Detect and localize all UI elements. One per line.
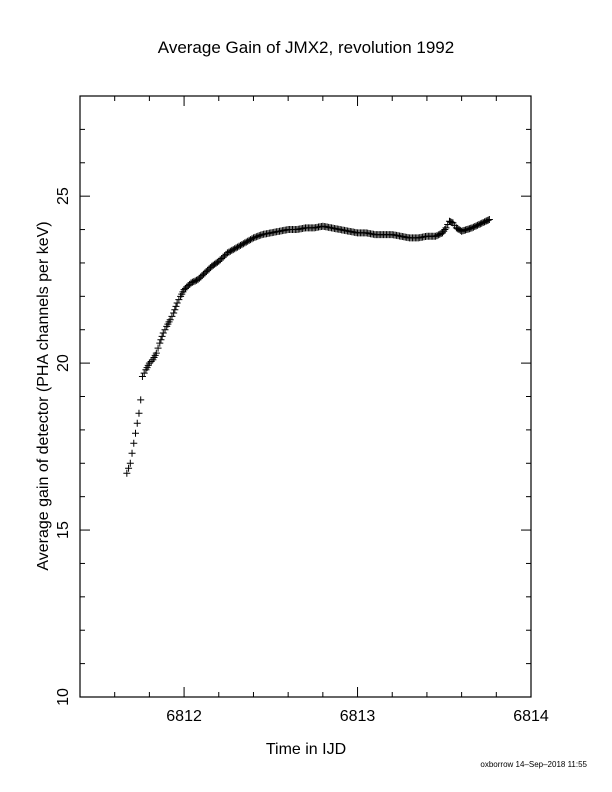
data-point (238, 241, 246, 249)
data-point (249, 234, 257, 242)
data-point (152, 349, 160, 357)
data-point (251, 233, 259, 241)
data-point (229, 246, 237, 254)
x-tick-label: 6812 (166, 708, 202, 725)
data-point (228, 246, 236, 254)
data-point (225, 248, 233, 256)
data-point (159, 329, 167, 337)
data-point (145, 359, 153, 367)
data-point (441, 226, 449, 234)
y-axis-label: Average gain of detector (PHA channels p… (35, 221, 52, 570)
data-point (242, 238, 250, 246)
x-tick-label: 6813 (340, 708, 376, 725)
chart-title: Average Gain of JMX2, revolution 1992 (158, 38, 454, 57)
data-point (172, 302, 180, 310)
y-tick-label: 25 (55, 187, 72, 205)
footer-credit: oxborrow 14–Sep–2018 11:55 (480, 760, 587, 769)
data-point (244, 237, 252, 245)
data-point (130, 439, 138, 447)
data-point (226, 247, 234, 255)
tick-labels: 6812 6813 6814 10 15 20 25 (55, 187, 549, 725)
data-point (161, 326, 169, 334)
data-point (158, 332, 166, 340)
data-point (257, 231, 265, 239)
data-point (245, 236, 253, 244)
data-point (255, 232, 263, 240)
data-point (254, 232, 262, 240)
data-point (157, 336, 165, 344)
data-point (442, 224, 450, 232)
data-point (156, 339, 164, 347)
data-point (236, 241, 244, 249)
data-point (173, 299, 181, 307)
data-point (239, 240, 247, 248)
data-point (448, 218, 456, 226)
data-point (137, 396, 145, 404)
axis-ticks (80, 96, 531, 697)
data-point (138, 372, 146, 380)
data-point (485, 216, 493, 224)
x-tick-label: 6814 (513, 708, 549, 725)
y-tick-label: 20 (55, 354, 72, 372)
data-point (154, 344, 162, 352)
y-tick-label: 15 (55, 521, 72, 539)
data-point (223, 249, 231, 257)
data-point (128, 449, 136, 457)
data-point (171, 306, 179, 314)
data-point (140, 369, 148, 377)
data-point (247, 236, 255, 244)
data-point (133, 419, 141, 427)
data-point (252, 233, 260, 241)
data-point (126, 459, 134, 467)
data-point (166, 316, 174, 324)
data-point (125, 464, 133, 472)
data-point (147, 357, 155, 365)
data-point (484, 216, 492, 224)
data-point (231, 245, 239, 253)
plot-frame (79, 95, 532, 698)
data-point (123, 469, 131, 477)
data-point (132, 429, 140, 437)
data-markers (123, 216, 493, 477)
y-tick-label: 10 (55, 688, 72, 706)
data-point (232, 244, 240, 252)
data-point (235, 242, 243, 250)
data-point (175, 296, 183, 304)
data-point (168, 312, 176, 320)
x-axis-label: Time in IJD (266, 741, 346, 758)
data-point (234, 243, 242, 251)
data-point (135, 409, 143, 417)
data-point (241, 239, 249, 247)
data-point (248, 235, 256, 243)
data-point (170, 309, 178, 317)
